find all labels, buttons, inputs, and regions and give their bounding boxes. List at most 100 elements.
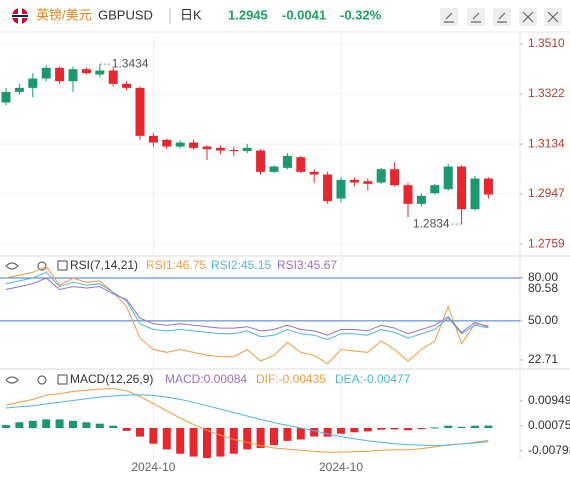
y-tick-label: 50.00	[528, 313, 558, 327]
x-tick-label: 2024-10	[131, 460, 175, 474]
macd-bar	[229, 427, 238, 454]
candle-body	[229, 150, 239, 152]
macd-bar	[122, 427, 131, 431]
macd-bar	[55, 419, 64, 428]
x-tick-label: 2024-10	[319, 460, 363, 474]
rsi-line	[5, 271, 489, 341]
toolbar[interactable]	[440, 8, 562, 26]
macd-bar	[95, 423, 104, 428]
macd-bar	[283, 427, 292, 441]
candle-body	[148, 135, 158, 143]
candle-body	[41, 67, 51, 79]
y-tick-label: -0.00798	[528, 443, 570, 457]
candle-body	[457, 166, 467, 210]
candle-body	[282, 155, 292, 168]
change-pct: -0.32%	[340, 7, 382, 22]
candle-body	[68, 69, 78, 82]
candle-body	[28, 78, 38, 88]
candle-body	[349, 179, 359, 183]
macd-bar	[82, 422, 91, 428]
macd-bar	[109, 425, 118, 428]
y-tick-label: 80.58	[528, 281, 558, 295]
macd-bar	[404, 427, 412, 431]
candle-body	[416, 195, 426, 204]
macd-bar	[363, 427, 372, 432]
macd-bar	[270, 427, 278, 446]
macd-bar	[484, 425, 493, 428]
macd-line	[5, 387, 489, 453]
candle-body	[95, 70, 105, 75]
macd-bar	[203, 427, 211, 458]
y-tick-label: 1.2947	[528, 186, 565, 200]
legend-entry: RSI3:45.67	[277, 258, 337, 272]
candle-body	[296, 157, 306, 172]
legend-entry: MACD:0.00084	[165, 372, 247, 386]
legend-entry: RSI1:46.75	[146, 258, 206, 272]
symbol: GBPUSD	[98, 7, 153, 22]
period: 日K	[180, 7, 202, 22]
macd-bar	[430, 427, 439, 429]
candle-body	[309, 171, 319, 175]
macd-bar	[136, 427, 144, 437]
macd-title: MACD(12,26,9)	[70, 372, 153, 386]
y-tick-label: 22.71	[528, 352, 558, 366]
rsi-line	[5, 277, 489, 336]
y-tick-label: 0.00075	[528, 418, 570, 432]
candle-body	[55, 67, 65, 82]
indicator-icons[interactable]	[5, 374, 68, 385]
change: -0.0041	[282, 7, 326, 22]
candle-body	[390, 169, 400, 186]
macd-bar	[15, 422, 24, 428]
macd-bar	[444, 425, 453, 428]
macd-bar	[149, 427, 158, 444]
macd-bar	[256, 427, 265, 448]
macd-bar	[162, 427, 171, 450]
legend-entry: RSI2:45.15	[211, 258, 271, 272]
macd-bar	[417, 427, 426, 430]
last-price: 1.2945	[228, 7, 268, 22]
low-label: 1.2834	[413, 216, 450, 230]
y-tick-label: 1.3134	[528, 136, 565, 150]
macd-bar	[69, 420, 77, 428]
y-tick-label: 1.3322	[528, 86, 565, 100]
candle-body	[403, 185, 413, 204]
indicator-icons[interactable]	[5, 260, 68, 271]
macd-line	[5, 394, 489, 447]
macd-bar	[457, 426, 466, 428]
legend-entry: DEA:-0.00477	[335, 372, 411, 386]
y-tick-label: 80.00	[528, 270, 558, 284]
macd-bar	[296, 427, 305, 440]
macd-bar	[42, 419, 51, 428]
macd-bar	[189, 427, 198, 457]
macd-bar	[350, 427, 359, 433]
candle-body	[1, 91, 11, 103]
candle-body	[202, 146, 212, 150]
macd-bar	[337, 427, 345, 434]
macd-bar	[390, 427, 399, 430]
candle-body	[215, 147, 225, 151]
candle-body	[189, 142, 199, 148]
y-tick-label: 0.00949	[528, 393, 570, 407]
candle-body	[430, 185, 440, 194]
candle-body	[363, 181, 373, 184]
candle-body	[323, 174, 333, 202]
macd-bar	[310, 427, 319, 437]
macd-bar	[28, 420, 37, 428]
pair-name: 英镑/美元	[36, 7, 92, 22]
y-tick-label: 1.2759	[528, 236, 565, 250]
macd-bar	[216, 427, 225, 457]
macd-bar	[323, 427, 332, 437]
y-tick-label: 1.3510	[528, 36, 565, 50]
macd-bar	[377, 427, 386, 430]
macd-bar	[243, 427, 252, 450]
candle-body	[483, 178, 493, 195]
high-label: 1.3434	[112, 56, 149, 70]
candle-body	[162, 139, 172, 147]
candle-body	[470, 178, 480, 210]
legend-entry: DIF:-0.00435	[256, 372, 326, 386]
candle-body	[135, 87, 145, 136]
candle-body	[122, 83, 132, 88]
candle-body	[108, 70, 118, 84]
